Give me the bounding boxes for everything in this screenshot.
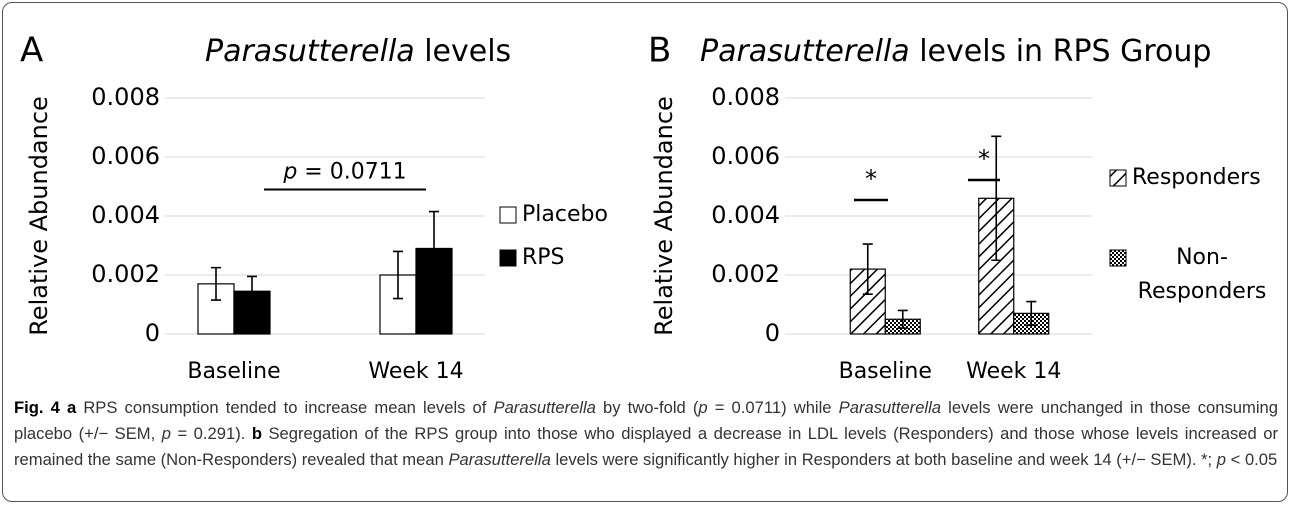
y-axis-label: Relative Abundance (25, 96, 53, 336)
annotation-text-part: p (282, 159, 297, 184)
y-tick-label: 0.008 (711, 83, 780, 111)
figure-caption: Fig. 4 a RPS consumption tended to incre… (14, 395, 1278, 473)
caption-part: p (1216, 450, 1227, 469)
y-tick-label: 0 (145, 319, 160, 347)
caption-part: levels were significantly higher in Resp… (550, 450, 1217, 469)
y-tick-label: 0.006 (711, 142, 780, 170)
x-tick-label: Week 14 (966, 359, 1061, 384)
error-bar (393, 250, 403, 300)
error-bar (1026, 300, 1037, 326)
caption-part: < 0.05 (1226, 450, 1278, 469)
caption-part: a (66, 398, 77, 417)
significance-star: * (978, 145, 990, 173)
legend-label: Non-Responders (1137, 245, 1267, 304)
caption-part: p (698, 398, 708, 417)
caption-part: Parasutterella (838, 398, 942, 417)
chart-title: Parasutterella levels (205, 34, 511, 69)
legend-label: Responders (1132, 165, 1261, 190)
caption-part: levels were unchanged in those consuming… (14, 398, 1283, 443)
y-tick-label: 0.002 (711, 260, 780, 288)
error-bar (429, 210, 439, 287)
chart-title-part: levels in RPS Group (910, 34, 1212, 69)
caption-part: b (251, 424, 262, 443)
caption-part: Parasutterella (493, 398, 596, 417)
panel-letter: B (648, 31, 671, 71)
chart-title: Parasutterella levels in RPS Group (700, 34, 1211, 69)
charts: A Parasutterella levels Relative Abundance… (20, 31, 1211, 385)
chart-title-part: levels (415, 34, 512, 69)
x-tick-label: Baseline (839, 359, 932, 384)
y-tick-label: 0.002 (91, 260, 160, 288)
x-tick-label: Week 14 (368, 359, 463, 384)
x-tick-label: Baseline (187, 359, 280, 384)
error-bar (897, 309, 908, 329)
y-tick-label: 0.006 (91, 142, 160, 170)
chart-title-part: Parasutterella (700, 34, 910, 69)
error-bar (211, 266, 221, 301)
y-tick-label: 0.004 (91, 201, 160, 229)
bar (849, 268, 886, 335)
caption-part: by two-fold ( (595, 398, 699, 417)
caption-part: Fig. 4 (14, 398, 60, 417)
y-axis-label: Relative Abundance (650, 96, 678, 336)
error-bar (247, 275, 257, 307)
legend-swatch (499, 206, 517, 224)
y-tick-label: 0.004 (711, 201, 780, 229)
y-tick-label: 0 (765, 319, 780, 347)
legend-swatch (499, 249, 517, 267)
legend-label: RPS (522, 245, 565, 270)
annotation-text: p = 0.0711 (282, 159, 406, 184)
caption-part (60, 398, 67, 417)
chart-title-part: Parasutterella (205, 34, 415, 69)
caption-part: Segregation of the RPS group into those … (14, 424, 1283, 469)
significance-star: * (865, 165, 877, 193)
caption-part: = 0.291). (170, 424, 252, 443)
error-bar (991, 135, 1002, 262)
caption-part: = 0.0711) while (707, 398, 839, 417)
y-tick-label: 0.008 (91, 83, 160, 111)
caption-part: Parasutterella (448, 450, 551, 469)
panel-letter: A (20, 31, 43, 71)
legend-label: Placebo (522, 202, 608, 227)
legend-swatch (1109, 169, 1127, 187)
caption-part: p (161, 424, 171, 443)
legend-swatch (1109, 249, 1127, 267)
caption-part: RPS consumption tended to increase mean … (76, 398, 494, 417)
annotation-text-part: = 0.0711 (297, 159, 406, 184)
error-bar (862, 243, 873, 295)
